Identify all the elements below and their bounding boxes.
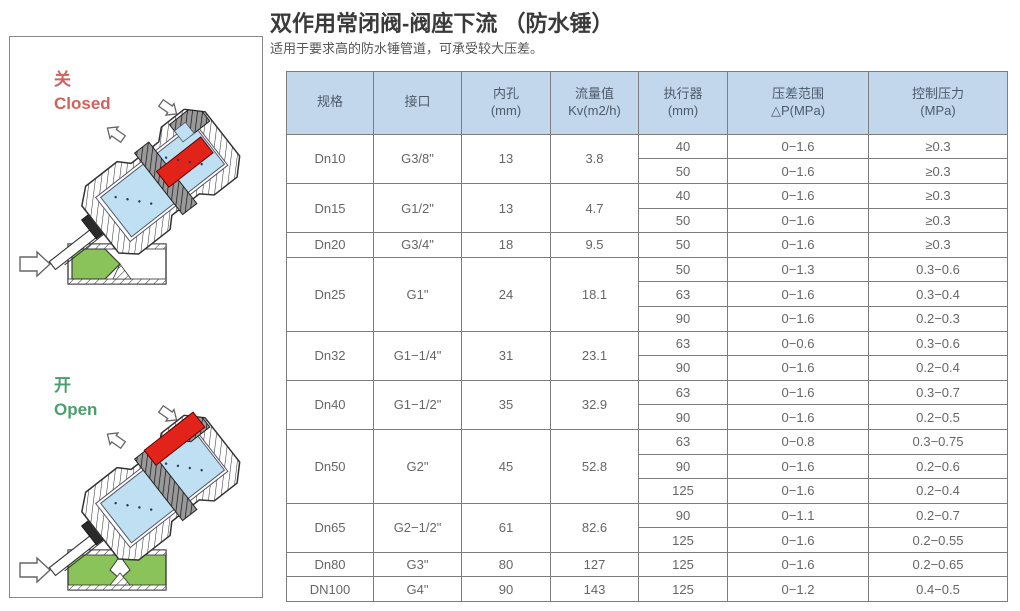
svg-text:Closed: Closed <box>54 94 111 113</box>
svg-text:开: 开 <box>54 376 71 395</box>
svg-text:关: 关 <box>54 69 71 89</box>
svg-text:Open: Open <box>54 400 97 419</box>
